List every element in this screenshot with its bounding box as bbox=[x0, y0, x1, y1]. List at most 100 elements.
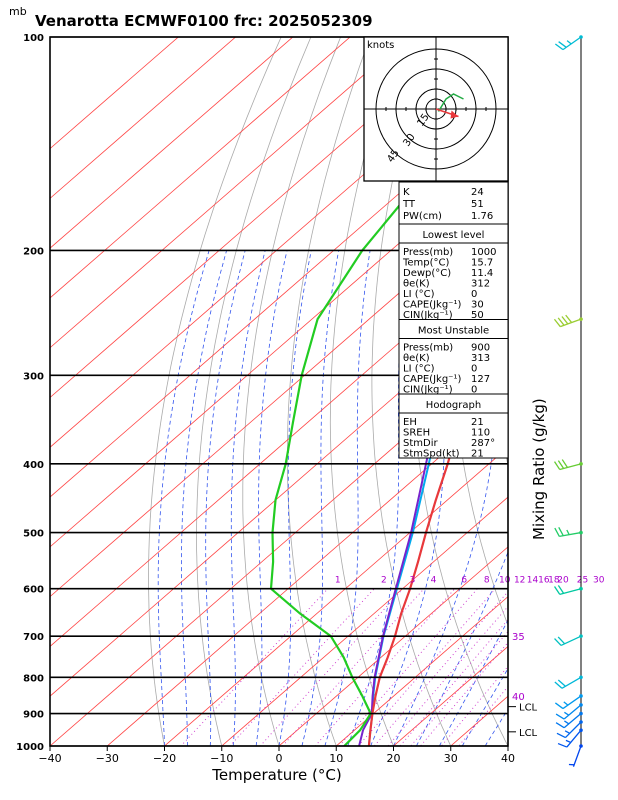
index-value: 15.7 bbox=[471, 258, 493, 269]
barb-base bbox=[579, 703, 583, 707]
chart-title: Venarotta ECMWF0100 frc: 2025052309 bbox=[35, 12, 373, 30]
barb-flag bbox=[558, 41, 567, 48]
barb-half bbox=[566, 529, 570, 535]
moist-adiabat bbox=[278, 250, 312, 746]
index-key: θe(K) bbox=[403, 279, 430, 290]
index-key: Dewp(°C) bbox=[403, 268, 451, 279]
index-value: 30 bbox=[471, 300, 484, 311]
wind-barb bbox=[568, 744, 583, 767]
mixing-ratio-line bbox=[357, 588, 496, 746]
barb-staff bbox=[562, 695, 582, 710]
index-value: 51 bbox=[471, 199, 484, 210]
isotherm bbox=[335, 596, 508, 746]
index-value: 11.4 bbox=[471, 268, 493, 279]
barb-half bbox=[564, 720, 570, 725]
indices-box bbox=[398, 181, 509, 225]
dry-adiabat bbox=[561, 37, 618, 761]
pressure-tick-label: 800 bbox=[23, 673, 44, 684]
pressure-tick-label: 900 bbox=[23, 710, 44, 721]
index-key: K bbox=[403, 187, 410, 198]
index-key: CAPE(Jkg⁻¹) bbox=[403, 300, 461, 311]
index-value: 127 bbox=[471, 374, 490, 385]
barb-half bbox=[564, 711, 570, 716]
wind-barb bbox=[554, 35, 583, 51]
hodo-trace bbox=[437, 93, 464, 112]
pressure-tick-label: 400 bbox=[23, 460, 44, 471]
wind-barb bbox=[554, 634, 583, 647]
barb-flag bbox=[557, 585, 565, 594]
barb-base bbox=[579, 720, 583, 724]
dry-adiabat bbox=[596, 37, 618, 761]
moist-adiabat bbox=[324, 250, 371, 746]
index-key: LI (°C) bbox=[403, 364, 435, 375]
pressure-tick-label: 1000 bbox=[16, 742, 44, 753]
barb-staff bbox=[561, 676, 582, 689]
pressure-tick-label: 200 bbox=[23, 246, 44, 257]
moist-adiabat bbox=[255, 250, 288, 746]
mixing-ratio-value: 30 bbox=[593, 575, 605, 585]
moist-adiabat bbox=[416, 550, 508, 746]
index-value: 1000 bbox=[471, 247, 496, 258]
dry-adiabat bbox=[242, 37, 341, 746]
dry-adiabat bbox=[196, 37, 312, 746]
isotherm bbox=[50, 247, 508, 647]
index-value: 0 bbox=[471, 364, 477, 375]
barb-base bbox=[579, 744, 583, 748]
x-tick-label: −30 bbox=[96, 752, 119, 765]
barb-flag bbox=[555, 713, 565, 720]
x-tick-label: −20 bbox=[153, 752, 176, 765]
barb-base bbox=[579, 711, 583, 716]
mixing-ratio-value: 8 bbox=[484, 575, 490, 585]
index-value: 24 bbox=[471, 187, 484, 198]
barb-staff bbox=[563, 704, 582, 720]
x-axis-label: Temperature (°C) bbox=[211, 766, 341, 784]
index-key: Temp(°C) bbox=[402, 258, 450, 269]
indices-box bbox=[398, 319, 509, 395]
barb-staff bbox=[572, 745, 582, 767]
isotherm bbox=[221, 496, 508, 746]
x-tick-label: 0 bbox=[276, 752, 283, 765]
mixing-ratio-value: 1 bbox=[335, 575, 341, 585]
x-tick-label: 30 bbox=[444, 752, 458, 765]
mixing-ratio-line bbox=[373, 590, 508, 746]
index-key: TT bbox=[402, 199, 416, 210]
mixing-ratio-line bbox=[440, 665, 508, 746]
isotherm bbox=[106, 396, 508, 746]
index-value: 0 bbox=[471, 385, 477, 396]
barb-half bbox=[563, 701, 569, 706]
wind-barb bbox=[556, 720, 583, 739]
wind-barb bbox=[557, 728, 583, 748]
index-key: CAPE(Jkg⁻¹) bbox=[403, 374, 461, 385]
index-key: EH bbox=[403, 417, 417, 428]
wind-barb bbox=[553, 314, 583, 328]
barb-flag bbox=[554, 702, 564, 710]
barb-base bbox=[579, 675, 583, 680]
index-value: 1.76 bbox=[471, 211, 493, 222]
barb-flag bbox=[561, 459, 569, 468]
moist-adiabat bbox=[180, 250, 227, 746]
isotherm bbox=[278, 546, 508, 746]
barb-flag bbox=[557, 636, 566, 645]
theta-e-label: 40 bbox=[512, 692, 525, 703]
index-value: 50 bbox=[471, 310, 484, 321]
mixing-ratio-value: 3 bbox=[410, 575, 416, 585]
index-key: θe(K) bbox=[403, 353, 430, 364]
plot-grid bbox=[50, 37, 618, 761]
barb-half bbox=[566, 40, 572, 45]
isotherm bbox=[50, 37, 294, 249]
mixing-ratio-value: 4 bbox=[431, 575, 437, 585]
mixing-ratio-value: 6 bbox=[461, 575, 467, 585]
index-header: Lowest level bbox=[423, 230, 485, 241]
barb-flag bbox=[554, 638, 562, 646]
index-key: Press(mb) bbox=[403, 247, 453, 258]
index-key: CIN(Jkg⁻¹) bbox=[403, 310, 453, 321]
index-value: 110 bbox=[471, 428, 490, 439]
isotherm bbox=[507, 745, 508, 746]
index-key: PW(cm) bbox=[403, 211, 442, 222]
lcl-label: LCL bbox=[519, 728, 538, 739]
barb-flag bbox=[555, 722, 565, 729]
wind-barb bbox=[554, 694, 583, 710]
barb-flag bbox=[557, 460, 565, 469]
